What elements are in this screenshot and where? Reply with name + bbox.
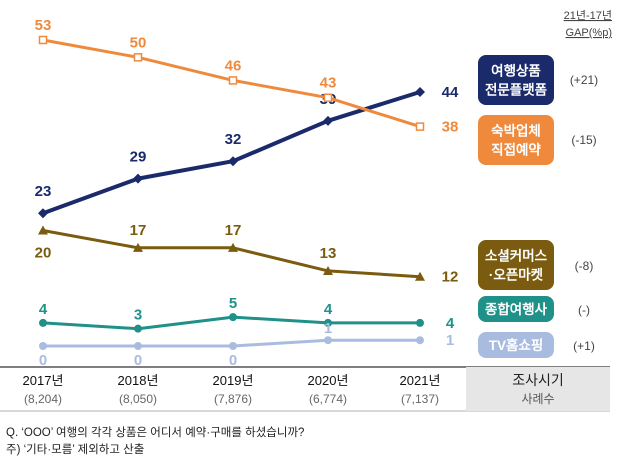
data-label: 1 — [446, 332, 454, 349]
sample-size: (8,050) — [119, 392, 157, 406]
gap-value: (+21) — [570, 73, 598, 87]
series-3: 20 17 17 13 12 소셜커머스 ·오픈마켓 (-8) — [35, 222, 594, 290]
data-label: 4 — [446, 315, 455, 332]
data-point — [134, 342, 142, 350]
x-tick-label: 2020년 — [308, 373, 349, 388]
legend-label: 종합여행사 — [485, 301, 548, 317]
footnote-note: 주) ‘기타·모름’ 제외하고 산출 — [6, 444, 145, 456]
data-label: 4 — [324, 301, 333, 318]
data-point — [415, 122, 425, 131]
data-label: 53 — [35, 17, 52, 34]
data-label: 20 — [35, 245, 52, 262]
legend-badge — [478, 296, 554, 322]
gap-value: (-) — [578, 303, 590, 317]
legend-label: TV홈쇼핑 — [489, 337, 544, 353]
legend-label: 숙박업체 — [491, 123, 541, 139]
data-point — [324, 336, 332, 345]
data-point — [39, 342, 47, 350]
data-point — [38, 225, 48, 235]
series-4: 4 3 5 4 4 종합여행사 (-) — [39, 295, 590, 333]
data-point — [133, 242, 143, 252]
series-5: 0 0 0 1 1 TV홈쇼핑 (+1) — [39, 320, 595, 369]
table-header-label: 조사시기 — [512, 372, 564, 388]
data-point — [416, 318, 424, 327]
data-label: 23 — [35, 183, 52, 200]
gap-value: (+1) — [573, 339, 595, 353]
data-point — [229, 342, 237, 350]
data-point — [416, 336, 424, 345]
data-point — [38, 35, 48, 45]
sample-size: (7,876) — [214, 392, 252, 406]
data-label: 0 — [134, 352, 142, 369]
data-label: 46 — [225, 57, 242, 74]
data-point — [133, 173, 143, 184]
gap-value: (-8) — [575, 259, 594, 273]
data-label: 4 — [39, 301, 48, 318]
data-point — [324, 318, 332, 327]
sample-size: (7,137) — [401, 392, 439, 406]
table-header-sub: 사례수 — [521, 392, 554, 406]
data-point — [229, 313, 237, 322]
legend-badge — [478, 332, 554, 358]
data-point — [323, 93, 333, 102]
legend-badge — [478, 240, 554, 290]
data-point — [415, 86, 425, 97]
data-label: 0 — [39, 352, 47, 369]
data-point — [133, 53, 143, 62]
data-label: 13 — [320, 245, 337, 262]
x-tick-label: 2019년 — [213, 373, 254, 388]
data-point — [323, 265, 333, 275]
data-point — [134, 324, 142, 333]
data-point — [38, 208, 48, 219]
data-label: 1 — [324, 320, 332, 337]
legend-label: ·오픈마켓 — [489, 267, 544, 283]
x-tick-label: 2021년 — [400, 373, 441, 388]
legend-label: 여행상품 — [491, 63, 541, 79]
data-point — [228, 242, 238, 252]
table-header-cell — [466, 367, 610, 411]
data-point — [39, 318, 47, 327]
legend-label: 전문플랫폼 — [485, 82, 547, 98]
data-label: 5 — [229, 295, 237, 312]
data-label: 43 — [320, 75, 337, 92]
gap-header-line1: 21년-17년 — [564, 9, 612, 22]
footnote-question: Q. ‘OOO’ 여행의 각각 상품은 어디서 예약·구매를 하셨습니까? — [6, 427, 305, 439]
data-label: 3 — [134, 307, 142, 324]
legend-badge — [478, 115, 554, 165]
data-label: 17 — [225, 222, 242, 239]
data-label: 44 — [442, 84, 459, 101]
legend-label: 직접예약 — [491, 142, 541, 158]
sample-size: (8,204) — [24, 392, 62, 406]
data-point — [323, 115, 333, 126]
data-label: 0 — [229, 352, 237, 369]
data-point — [228, 76, 238, 85]
legend-badge — [478, 55, 554, 105]
data-label: 38 — [442, 119, 459, 136]
data-point — [228, 156, 238, 167]
data-point — [415, 271, 425, 281]
gap-header-line2: GAP(%p) — [566, 27, 612, 39]
x-tick-label: 2018년 — [118, 373, 159, 388]
data-label: 50 — [130, 34, 147, 51]
data-label: 12 — [442, 269, 459, 286]
gap-value: (-15) — [571, 133, 596, 147]
data-label: 32 — [225, 131, 242, 148]
data-label: 17 — [130, 222, 147, 239]
data-label: 29 — [130, 149, 147, 166]
x-tick-label: 2017년 — [23, 373, 64, 388]
sample-size: (6,774) — [309, 392, 347, 406]
legend-label: 소셜커머스 — [485, 249, 548, 264]
